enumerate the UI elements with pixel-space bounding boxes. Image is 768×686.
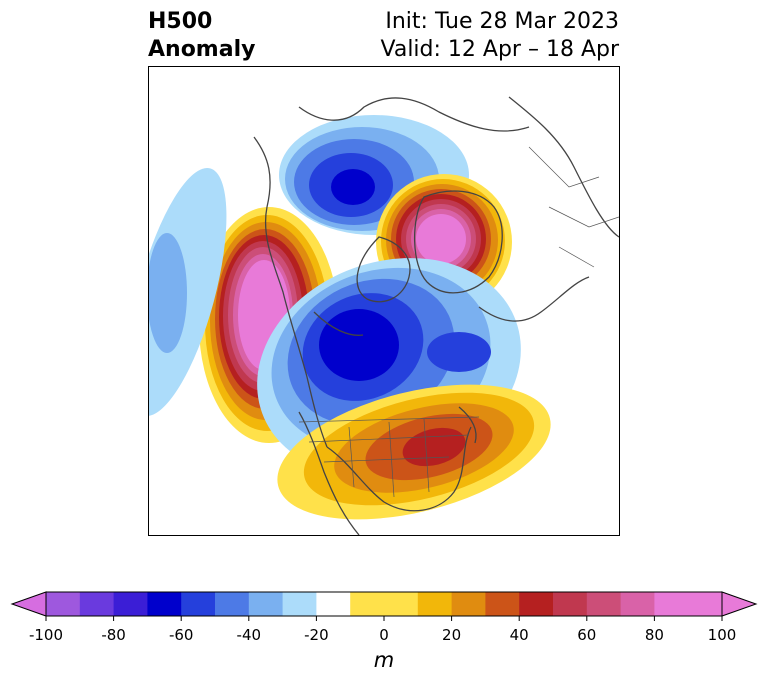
anomaly-ridge-gulf-of-alaska <box>199 207 339 443</box>
colorbar-tick-label: -100 <box>28 626 64 644</box>
colorbar-segment <box>316 592 351 616</box>
colorbar-tick-label: 100 <box>707 626 737 644</box>
colorbar-segment <box>688 592 723 616</box>
colorbar-segment <box>181 592 216 616</box>
colorbar <box>10 591 758 621</box>
colorbar-segment <box>417 592 453 616</box>
colorbar-segment <box>147 592 182 616</box>
colorbar-segment <box>215 592 250 616</box>
colorbar-segment <box>282 592 317 616</box>
colorbar-segment <box>451 592 486 616</box>
coastlines <box>253 96 619 535</box>
colorbar-extend-high <box>721 591 758 617</box>
colorbar-tick-label: 0 <box>379 626 389 644</box>
colorbar-tick-label: -20 <box>304 626 329 644</box>
colorbar-segment <box>248 592 284 616</box>
colorbar-segment <box>79 592 115 616</box>
colorbar-tick-label: 80 <box>644 626 664 644</box>
colorbar-segment <box>553 592 588 616</box>
colorbar-tick-label: 20 <box>442 626 462 644</box>
colorbar-tick-label: -60 <box>168 626 194 644</box>
title-line-2: Anomaly <box>148 37 256 62</box>
colorbar-unit: m <box>373 648 395 672</box>
anomaly-map <box>148 66 620 536</box>
colorbar-tick-label: 60 <box>577 626 597 644</box>
colorbar-segment <box>519 592 554 616</box>
colorbar-tick-label: -40 <box>236 626 262 644</box>
init-date: Init: Tue 28 Mar 2023 <box>385 9 619 34</box>
valid-range: Valid: 12 Apr – 18 Apr <box>380 37 620 62</box>
anomaly-trough-siberia <box>279 115 469 235</box>
colorbar-segment <box>350 592 419 616</box>
colorbar-extend-low <box>10 591 47 617</box>
date-info: Init: Tue 28 Mar 2023 Valid: 12 Apr – 18… <box>381 8 620 64</box>
colorbar-tick-label: 40 <box>509 626 529 644</box>
colorbar-segment <box>620 592 655 616</box>
colorbar-segment <box>485 592 520 616</box>
colorbar-segment <box>654 592 689 616</box>
map-canvas <box>149 96 619 535</box>
colorbar-segment <box>113 592 148 616</box>
title-line-1: H500 <box>148 9 213 34</box>
colorbar-segment <box>586 592 622 616</box>
colorbar-segment <box>46 592 81 616</box>
political-borders <box>298 146 619 498</box>
anomaly-trough-north-pacific <box>149 167 227 417</box>
anomaly-ridge-eastern-us <box>277 384 551 520</box>
colorbar-tick-label: -80 <box>101 626 126 644</box>
map-title: H500 Anomaly <box>148 8 255 64</box>
